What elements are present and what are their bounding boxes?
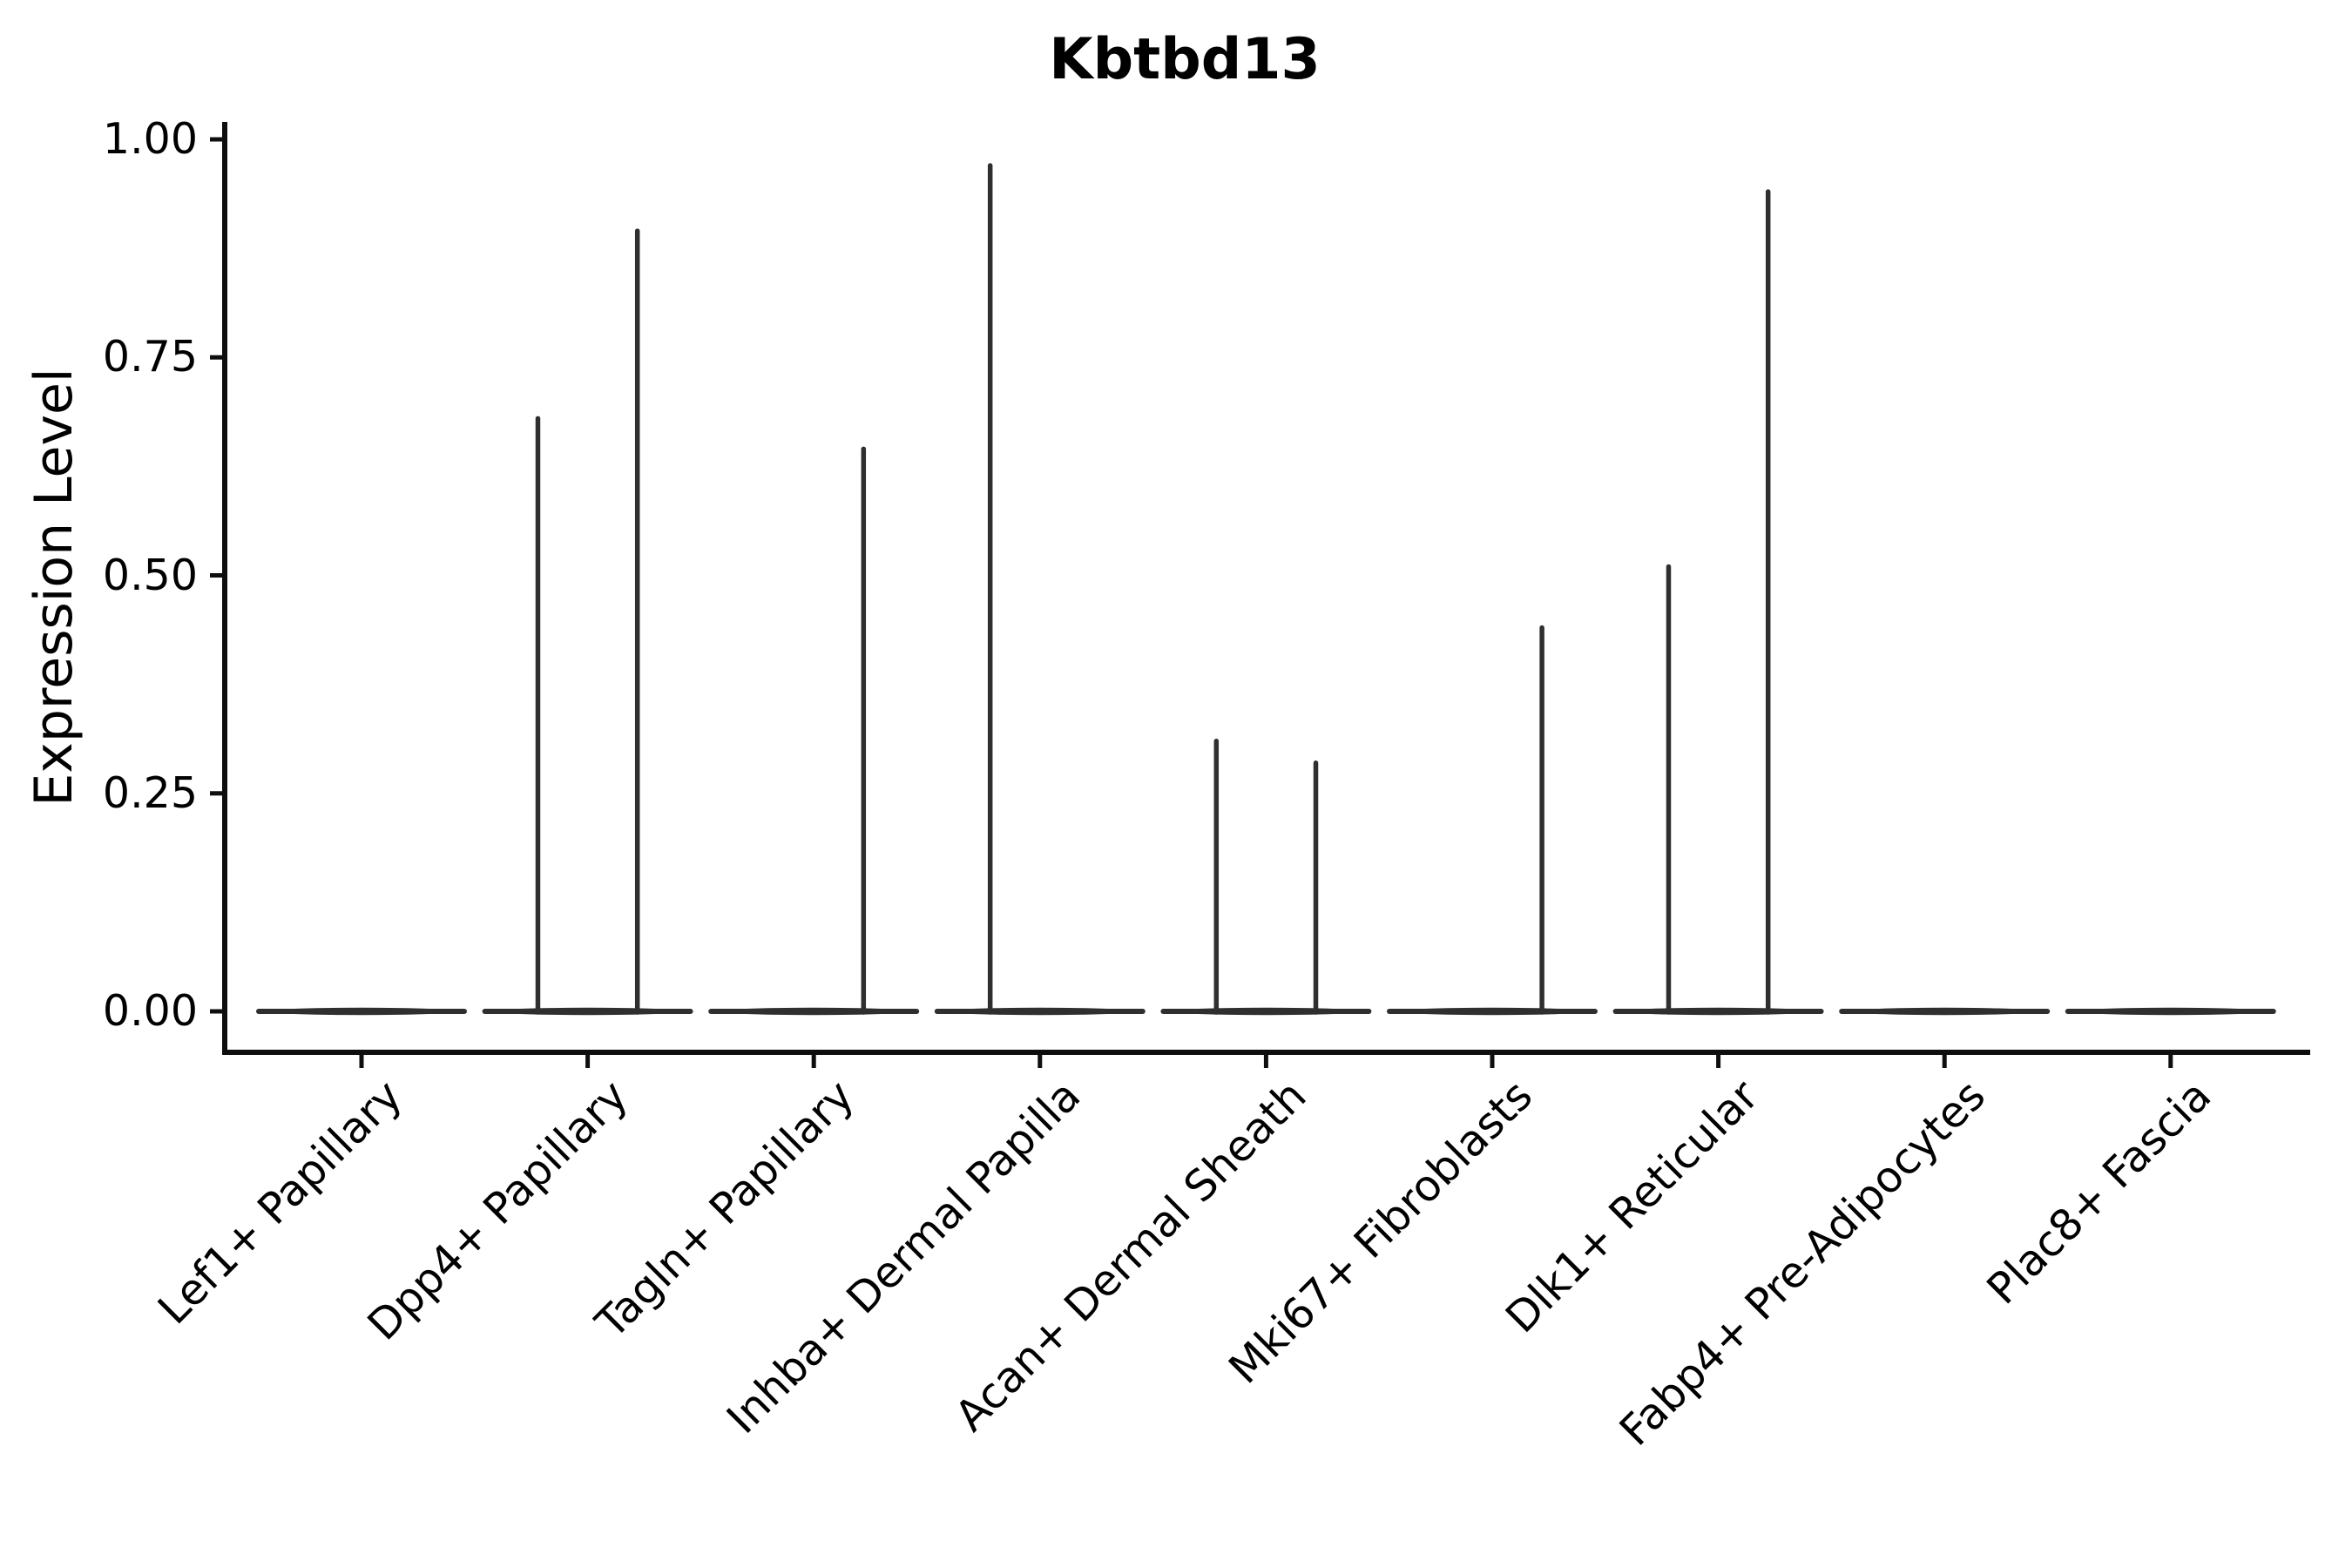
y-tick-label: 0.00 — [102, 986, 198, 1036]
y-tick-label: 0.50 — [102, 550, 198, 600]
violin-body-bulge — [943, 1007, 1136, 1016]
plot-title: Kbtbd13 — [1049, 27, 1321, 92]
y-tick-label: 0.75 — [102, 332, 198, 382]
y-tick-label: 1.00 — [102, 114, 198, 164]
violin-body-bulge — [491, 1007, 684, 1016]
violin-body-bulge — [1170, 1007, 1362, 1016]
violin-body-bulge — [266, 1007, 457, 1016]
violin-body-bulge — [1848, 1007, 2041, 1016]
y-tick-label: 0.25 — [102, 767, 198, 818]
violin-body-bulge — [2074, 1007, 2267, 1016]
violin-body-bulge — [1396, 1007, 1588, 1016]
violin-body-bulge — [718, 1007, 910, 1016]
violin-body-bulge — [1622, 1007, 1815, 1016]
